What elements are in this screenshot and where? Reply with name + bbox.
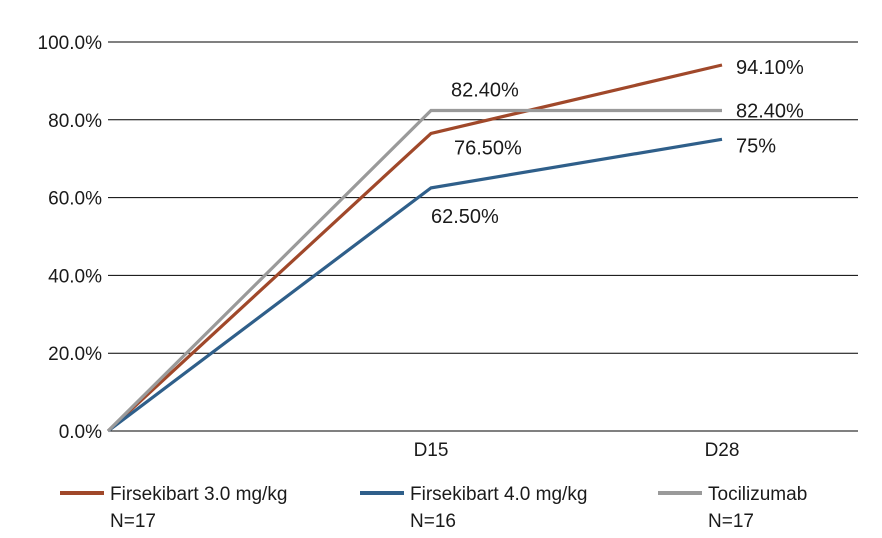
legend-label-n: N=17 xyxy=(110,511,156,532)
x-tick-label: D15 xyxy=(414,440,449,461)
legend-label: Tocilizumab xyxy=(708,484,807,505)
data-labels: 76.50% 94.10% 62.50% 75% 82.40% 82.40% xyxy=(431,57,804,228)
data-label: 94.10% xyxy=(736,57,804,79)
legend: Firsekibart 3.0 mg/kg N=17 Firsekibart 4.0… xyxy=(60,484,807,532)
y-tick-label: 40.0% xyxy=(48,266,102,287)
legend-label: Firsekibart 4.0 mg/kg xyxy=(410,484,587,505)
series-lines xyxy=(106,63,723,433)
data-label: 76.50% xyxy=(454,137,522,159)
series-line-1 xyxy=(106,63,723,433)
data-label: 82.40% xyxy=(451,79,519,101)
y-tick-label: 60.0% xyxy=(48,189,102,210)
x-axis-ticks: D15 D28 xyxy=(414,440,740,461)
y-tick-label: 0.0% xyxy=(59,422,102,443)
legend-label: Firsekibart 3.0 mg/kg xyxy=(110,484,287,505)
data-label: 82.40% xyxy=(736,100,804,122)
data-label: 62.50% xyxy=(431,206,499,228)
y-tick-label: 80.0% xyxy=(48,111,102,132)
series-line-3 xyxy=(106,108,722,433)
legend-label-n: N=16 xyxy=(410,511,456,532)
y-axis-ticks: 0.0% 20.0% 40.0% 60.0% 80.0% 100.0% xyxy=(38,33,103,443)
legend-label-n: N=17 xyxy=(708,511,754,532)
data-label: 75% xyxy=(736,135,776,157)
x-tick-label: D28 xyxy=(705,440,740,461)
series-line-2 xyxy=(107,137,723,433)
y-tick-label: 100.0% xyxy=(38,33,103,54)
y-tick-label: 20.0% xyxy=(48,344,102,365)
